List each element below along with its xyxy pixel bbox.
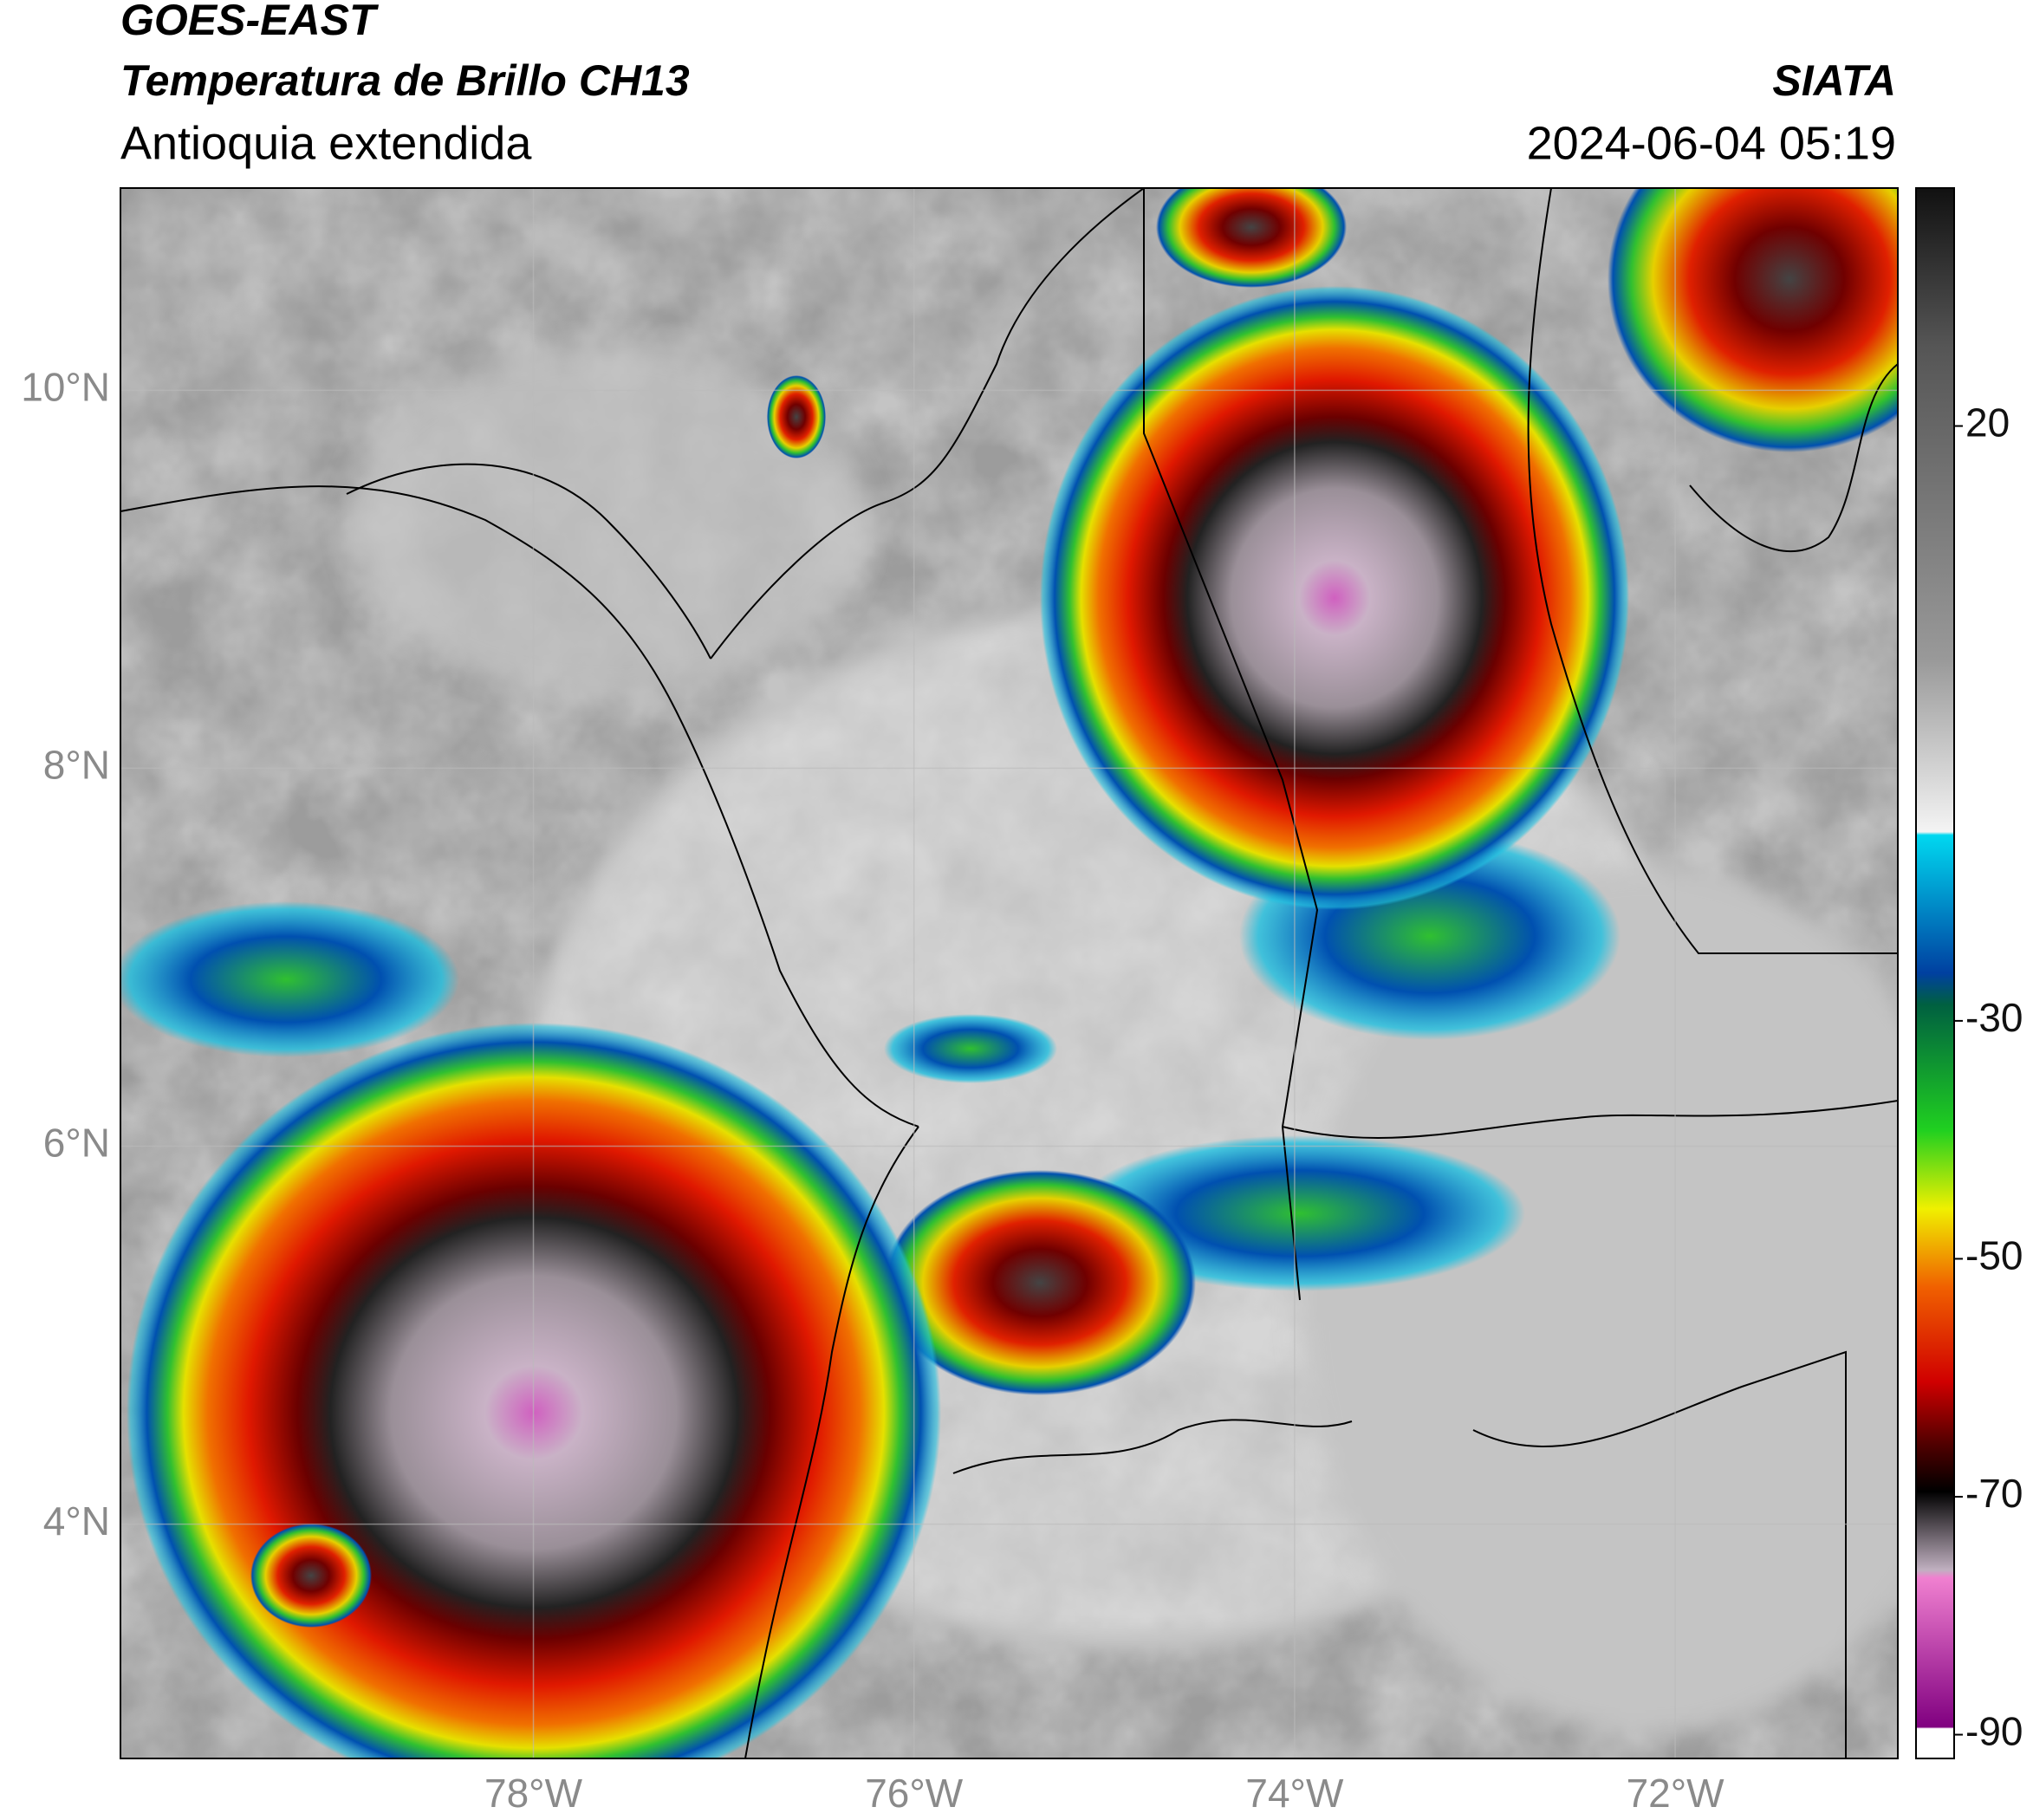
y-tick-label: 10°N xyxy=(21,364,110,409)
colorbar-tick-label: -70 xyxy=(1965,1471,2023,1516)
map-frame xyxy=(120,187,1899,1759)
datetime: 2024-06-04 05:19 xyxy=(1527,117,1896,169)
subtitle: Temperatura de Brillo CH13 xyxy=(120,56,690,105)
y-tick-label: 8°N xyxy=(43,743,110,788)
x-tick-label: 72°W xyxy=(1627,1771,1725,1816)
x-tick-label: 76°W xyxy=(865,1771,964,1816)
colorbar-tick-label: -90 xyxy=(1965,1709,2023,1754)
x-tick-label: 74°W xyxy=(1245,1771,1344,1816)
grid xyxy=(120,188,1898,1758)
y-tick-label: 4°N xyxy=(43,1498,110,1544)
title: GOES-EAST xyxy=(120,0,380,44)
colorbar-tick-label: -50 xyxy=(1965,1233,2023,1278)
region: Antioquia extendida xyxy=(120,117,532,169)
y-tick-label: 6°N xyxy=(43,1121,110,1166)
x-tick-label: 78°W xyxy=(484,1771,583,1816)
source: SIATA xyxy=(1772,56,1896,105)
colorbar-tick-label: -30 xyxy=(1965,995,2023,1040)
colorbar-tick-label: 20 xyxy=(1965,400,2010,445)
satellite-image xyxy=(120,188,1898,1758)
colorbar xyxy=(1915,187,1955,1759)
